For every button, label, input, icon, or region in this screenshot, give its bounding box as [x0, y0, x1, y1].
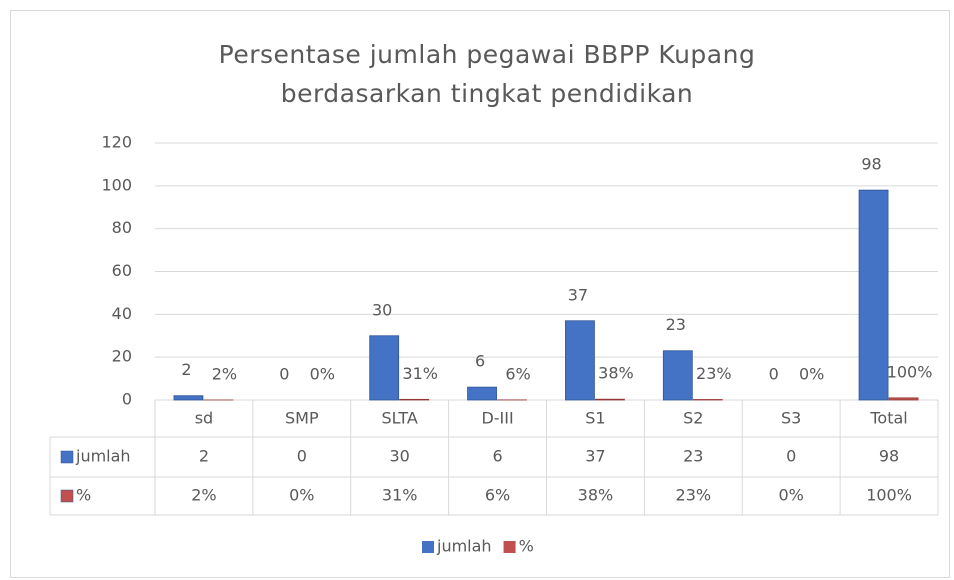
data-label: 23%	[696, 364, 732, 383]
x-tick-label: sd	[195, 409, 214, 428]
table-legend-key	[60, 450, 74, 464]
x-tick-label: Total	[869, 409, 907, 428]
table-cell: 0%	[778, 486, 803, 505]
x-tick-label: SMP	[285, 409, 319, 428]
data-label: 6%	[505, 364, 530, 383]
bar	[173, 395, 204, 401]
bar	[565, 320, 595, 401]
chart-subtitle: berdasarkan tingkat pendidikan	[281, 79, 694, 108]
x-tick-label: S3	[781, 409, 801, 428]
table-cell: 23%	[676, 486, 712, 505]
legend-key	[422, 541, 434, 553]
bar	[662, 350, 693, 401]
data-label: 100%	[887, 362, 933, 381]
table-cell: 23	[683, 447, 703, 466]
x-tick-label: S1	[585, 409, 605, 428]
y-tick-label: 40	[112, 304, 132, 323]
data-label: 37	[568, 285, 588, 304]
table-cell: 2	[199, 447, 209, 466]
y-tick-label: 80	[112, 218, 132, 237]
data-label: 38%	[598, 364, 634, 383]
table-cell: 2%	[191, 486, 216, 505]
y-tick-label: 20	[112, 347, 132, 366]
chart-border	[10, 10, 950, 578]
data-label: 98	[861, 155, 881, 174]
legend-label: jumlah	[436, 537, 492, 556]
x-tick-label: SLTA	[382, 409, 418, 428]
data-label: 2	[181, 360, 191, 379]
table-cell: 0	[297, 447, 307, 466]
table-cell: 0	[786, 447, 796, 466]
bar	[467, 386, 497, 401]
y-tick-label: 60	[112, 261, 132, 280]
data-label: 0%	[310, 365, 335, 384]
data-label: 23	[666, 315, 686, 334]
data-label: 0	[769, 365, 779, 384]
bar	[858, 189, 889, 401]
data-label: 30	[372, 300, 392, 319]
legend-key	[503, 541, 516, 553]
bar	[595, 398, 625, 401]
table-cell: 0%	[289, 486, 314, 505]
y-tick-label: 100	[101, 175, 132, 194]
x-tick-label: S2	[683, 409, 703, 428]
bar	[888, 397, 919, 401]
table-row-label: %	[76, 486, 91, 505]
y-tick-label: 0	[122, 390, 132, 409]
chart-title: Persentase jumlah pegawai BBPP Kupang	[219, 40, 756, 69]
legend-label: %	[519, 537, 534, 556]
x-tick-label: D-III	[481, 409, 513, 428]
data-label: 2%	[212, 364, 237, 383]
table-cell: 98	[879, 447, 899, 466]
data-label: 0%	[799, 365, 824, 384]
bar	[399, 398, 430, 401]
table-cell: 6%	[485, 486, 510, 505]
table-cell: 100%	[866, 486, 912, 505]
data-label: 0	[279, 365, 289, 384]
y-tick-label: 120	[101, 133, 132, 152]
table-cell: 31%	[382, 486, 418, 505]
table-cell: 38%	[578, 486, 614, 505]
table-cell: 37	[585, 447, 605, 466]
table-legend-key	[60, 489, 74, 503]
data-label: 6	[475, 352, 485, 371]
table-cell: 6	[492, 447, 502, 466]
bar	[369, 335, 400, 401]
data-label: 31%	[402, 364, 438, 383]
table-row-label: jumlah	[75, 447, 131, 466]
table-cell: 30	[390, 447, 410, 466]
